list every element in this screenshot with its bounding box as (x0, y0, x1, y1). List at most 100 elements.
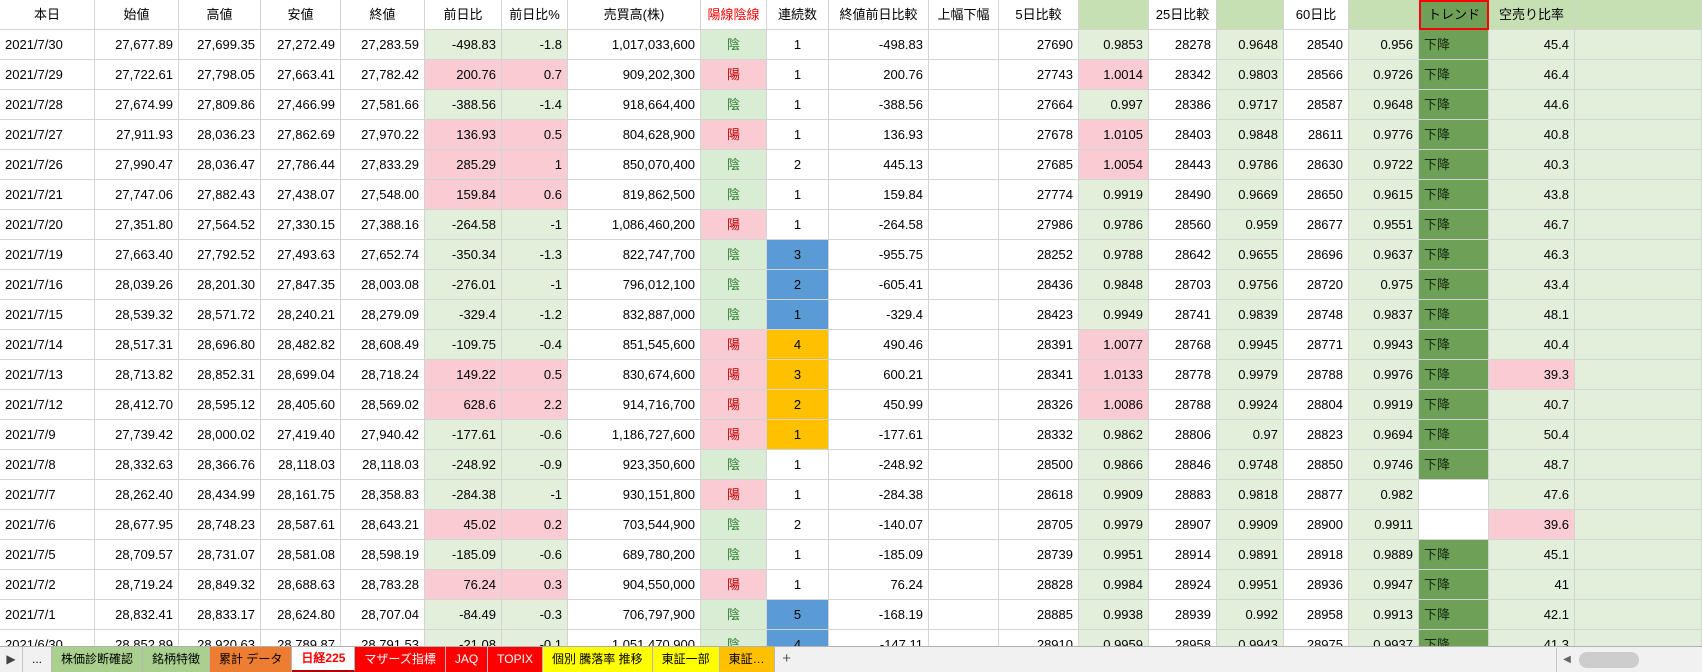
cell-overflow[interactable] (1575, 480, 1702, 510)
column-header-volume[interactable]: 売買高(株) (568, 0, 701, 30)
cell-close[interactable]: 27,652.74 (341, 240, 425, 270)
cell-d25[interactable]: 28806 (1149, 420, 1217, 450)
cell-open[interactable]: 28,332.63 (95, 450, 179, 480)
cell-short[interactable]: 39.3 (1489, 360, 1575, 390)
cell-d5[interactable]: 28885 (999, 600, 1079, 630)
cell-chg[interactable]: 76.24 (425, 570, 502, 600)
cell-short[interactable]: 48.7 (1489, 450, 1575, 480)
cell-candle[interactable]: 陰 (701, 240, 767, 270)
cell-short[interactable]: 44.6 (1489, 90, 1575, 120)
cell-close_cmp[interactable]: -329.4 (829, 300, 929, 330)
cell-open[interactable]: 27,677.89 (95, 30, 179, 60)
cell-high[interactable]: 27,792.52 (179, 240, 261, 270)
cell-close[interactable]: 28,643.21 (341, 510, 425, 540)
cell-d60[interactable]: 28677 (1284, 210, 1349, 240)
cell-volume[interactable]: 804,628,900 (568, 120, 701, 150)
cell-high[interactable]: 28,833.17 (179, 600, 261, 630)
cell-streak[interactable]: 1 (767, 570, 829, 600)
cell-date[interactable]: 2021/7/21 (0, 180, 95, 210)
cell-d25[interactable]: 28883 (1149, 480, 1217, 510)
cell-close[interactable]: 27,581.66 (341, 90, 425, 120)
cell-date[interactable]: 2021/7/6 (0, 510, 95, 540)
cell-close[interactable]: 27,970.22 (341, 120, 425, 150)
cell-d5[interactable]: 28391 (999, 330, 1079, 360)
cell-close_cmp[interactable]: -147.11 (829, 630, 929, 647)
cell-volume[interactable]: 909,202,300 (568, 60, 701, 90)
cell-streak[interactable]: 1 (767, 450, 829, 480)
cell-close_cmp[interactable]: 445.13 (829, 150, 929, 180)
cell-low[interactable]: 28,581.08 (261, 540, 341, 570)
cell-trend[interactable]: 下降 (1419, 120, 1489, 150)
cell-d25[interactable]: 28342 (1149, 60, 1217, 90)
cell-streak[interactable]: 1 (767, 90, 829, 120)
cell-date[interactable]: 2021/7/28 (0, 90, 95, 120)
cell-close[interactable]: 28,003.08 (341, 270, 425, 300)
cell-d25r[interactable]: 0.97 (1217, 420, 1284, 450)
cell-chg[interactable]: -109.75 (425, 330, 502, 360)
cell-close[interactable]: 28,279.09 (341, 300, 425, 330)
cell-streak[interactable]: 1 (767, 30, 829, 60)
cell-close[interactable]: 28,791.53 (341, 630, 425, 647)
cell-short[interactable]: 50.4 (1489, 420, 1575, 450)
cell-chg_pct[interactable]: 0.3 (502, 570, 568, 600)
cell-d60[interactable]: 28823 (1284, 420, 1349, 450)
cell-d25[interactable]: 28958 (1149, 630, 1217, 647)
cell-overflow[interactable] (1575, 240, 1702, 270)
cell-close[interactable]: 27,388.16 (341, 210, 425, 240)
cell-close[interactable]: 28,718.24 (341, 360, 425, 390)
cell-streak[interactable]: 3 (767, 240, 829, 270)
cell-trend[interactable]: 下降 (1419, 210, 1489, 240)
cell-high[interactable]: 27,699.35 (179, 30, 261, 60)
cell-d5[interactable]: 28252 (999, 240, 1079, 270)
cell-short[interactable]: 40.4 (1489, 330, 1575, 360)
cell-d5r[interactable]: 0.9979 (1079, 510, 1149, 540)
cell-chg[interactable]: 200.76 (425, 60, 502, 90)
cell-d60[interactable]: 28771 (1284, 330, 1349, 360)
column-header-d5r[interactable] (1079, 0, 1149, 30)
cell-d5[interactable]: 27678 (999, 120, 1079, 150)
cell-range[interactable] (929, 510, 999, 540)
cell-close_cmp[interactable]: -284.38 (829, 480, 929, 510)
cell-low[interactable]: 28,240.21 (261, 300, 341, 330)
cell-d25[interactable]: 28914 (1149, 540, 1217, 570)
cell-volume[interactable]: 1,051,470,900 (568, 630, 701, 647)
cell-low[interactable]: 27,786.44 (261, 150, 341, 180)
cell-overflow[interactable] (1575, 150, 1702, 180)
cell-trend[interactable]: 下降 (1419, 300, 1489, 330)
sheet-tab-6[interactable]: TOPIX (488, 647, 543, 672)
cell-d25r[interactable]: 0.9803 (1217, 60, 1284, 90)
cell-streak[interactable]: 1 (767, 180, 829, 210)
cell-open[interactable]: 28,039.26 (95, 270, 179, 300)
cell-candle[interactable]: 陽 (701, 420, 767, 450)
cell-d25r[interactable]: 0.959 (1217, 210, 1284, 240)
cell-range[interactable] (929, 240, 999, 270)
cell-range[interactable] (929, 270, 999, 300)
cell-trend[interactable]: 下降 (1419, 240, 1489, 270)
cell-trend[interactable]: 下降 (1419, 570, 1489, 600)
cell-range[interactable] (929, 600, 999, 630)
column-header-date[interactable]: 本日 (0, 0, 95, 30)
cell-candle[interactable]: 陰 (701, 630, 767, 647)
cell-volume[interactable]: 850,070,400 (568, 150, 701, 180)
cell-date[interactable]: 2021/7/19 (0, 240, 95, 270)
cell-short[interactable]: 46.4 (1489, 60, 1575, 90)
cell-d60[interactable]: 28788 (1284, 360, 1349, 390)
cell-d5r[interactable]: 0.9788 (1079, 240, 1149, 270)
cell-streak[interactable]: 3 (767, 360, 829, 390)
cell-overflow[interactable] (1575, 600, 1702, 630)
cell-d60r[interactable]: 0.9615 (1349, 180, 1419, 210)
cell-d5r[interactable]: 1.0077 (1079, 330, 1149, 360)
cell-d5r[interactable]: 0.9866 (1079, 450, 1149, 480)
cell-overflow[interactable] (1575, 300, 1702, 330)
cell-d25[interactable]: 28846 (1149, 450, 1217, 480)
cell-chg_pct[interactable]: -0.4 (502, 330, 568, 360)
cell-chg_pct[interactable]: 0.5 (502, 120, 568, 150)
cell-high[interactable]: 28,201.30 (179, 270, 261, 300)
cell-d60r[interactable]: 0.9637 (1349, 240, 1419, 270)
cell-date[interactable]: 2021/7/2 (0, 570, 95, 600)
cell-streak[interactable]: 1 (767, 420, 829, 450)
cell-close_cmp[interactable]: 450.99 (829, 390, 929, 420)
cell-date[interactable]: 2021/7/9 (0, 420, 95, 450)
cell-chg_pct[interactable]: -1.2 (502, 300, 568, 330)
column-header-chg_pct[interactable]: 前日比% (502, 0, 568, 30)
